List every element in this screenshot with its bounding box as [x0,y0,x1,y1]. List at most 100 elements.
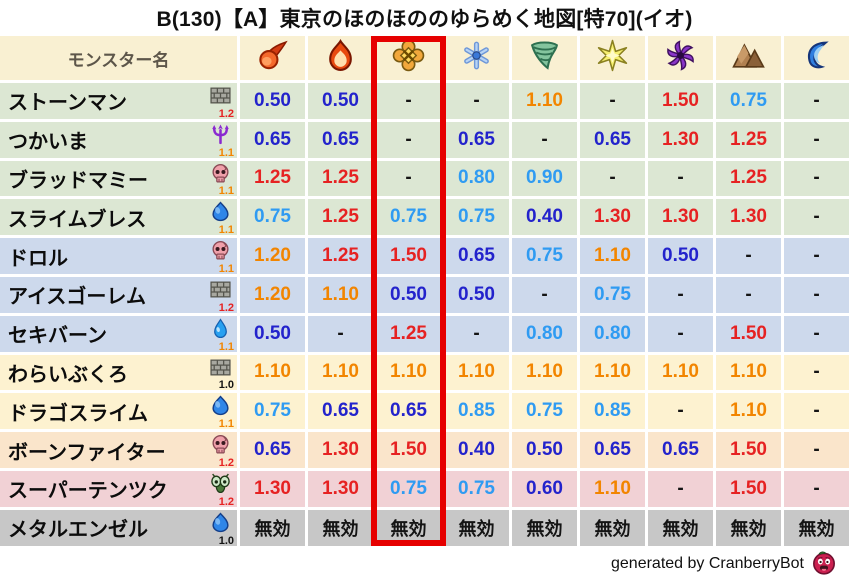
monster-level: 1.1 [218,418,234,430]
multiplier-cell: 1.10 [580,470,645,507]
bug-icon-wrap: 1.2 [207,471,234,507]
multiplier-cell: 1.30 [648,121,713,158]
multiplier-cell: 0.50 [240,83,305,119]
multiplier-cell: 0.80 [580,315,645,352]
multiplier-cell: 0.65 [240,432,305,468]
multiplier-cell: 1.25 [308,199,373,236]
multiplier-cell: 1.25 [240,160,305,197]
element-column-header [308,36,373,80]
immune-cell: 無効 [240,509,305,546]
monster-name-cell: セキバーン 1.1 [0,315,237,352]
multiplier-cell: 1.30 [308,470,373,507]
element-column-header [648,36,713,80]
monster-level: 1.0 [218,379,234,391]
multiplier-cell: - [784,315,849,352]
multiplier-cell: 1.25 [716,121,781,158]
multiplier-cell: - [308,315,373,352]
multiplier-cell: 1.30 [648,199,713,236]
multiplier-cell: 0.75 [376,470,441,507]
multiplier-cell: - [784,276,849,313]
multiplier-cell: 1.30 [308,432,373,468]
multiplier-cell: 1.25 [716,160,781,197]
multiplier-cell: - [376,160,441,197]
element-column-header [376,36,441,80]
multiplier-cell: - [784,199,849,236]
monster-name: わらいぶくろ [8,363,128,386]
multiplier-cell: - [444,315,509,352]
monster-name: ドロル [8,247,68,270]
credit-text: generated by CranberryBot [611,555,804,573]
multiplier-cell: 1.10 [716,393,781,430]
monster-name-cell: スライムブレス 1.1 [0,199,237,236]
immune-cell: 無効 [512,509,577,546]
slime-icon-wrap: 1.1 [207,393,234,429]
multiplier-cell: 0.75 [240,393,305,430]
multiplier-cell: 1.10 [512,83,577,119]
multiplier-cell: - [784,160,849,197]
multiplier-cell: 0.50 [376,276,441,313]
multiplier-cell: - [784,432,849,468]
monster-name: ドラゴスライム [8,402,148,425]
monster-name: スーパーテンツク [8,480,168,503]
monster-name: メタルエンゼル [8,519,148,542]
element-column-header [784,36,849,80]
element-column-header [580,36,645,80]
brick-icon-wrap: 1.2 [207,83,234,119]
multiplier-cell: 0.65 [308,121,373,158]
monster-name-cell: メタルエンゼル 1.0 [0,509,237,546]
earth-mountain-icon [732,39,765,77]
monster-name-cell: ドラゴスライム 1.1 [0,393,237,430]
multiplier-cell: - [580,83,645,119]
multiplier-cell: 1.50 [376,238,441,274]
skull-icon-wrap: 1.1 [207,238,234,274]
trident-icon-wrap: 1.1 [207,122,234,158]
snowflake-icon [460,39,493,77]
multiplier-cell: - [716,238,781,274]
multiplier-cell: 0.85 [444,393,509,430]
monster-name: ボーンファイター [8,441,166,464]
multiplier-cell: 0.65 [240,121,305,158]
slime-icon-wrap: 1.1 [207,199,234,235]
multiplier-cell: 1.50 [648,83,713,119]
multiplier-cell: - [512,121,577,158]
brick-icon-wrap: 1.2 [207,277,234,313]
resistance-table-wrap: モンスター名 ストーンマン 1.2 0.50 0.50- -1.10-1.50 0.75-… [0,36,849,546]
monster-level: 1.2 [218,107,234,119]
waterdrop-icon-wrap: 1.1 [207,316,234,352]
multiplier-cell: - [376,83,441,119]
immune-cell: 無効 [444,509,509,546]
multiplier-cell: 0.50 [444,276,509,313]
tornado-icon [528,39,561,77]
skull-icon-wrap: 1.1 [207,161,234,196]
multiplier-cell: - [784,238,849,274]
monster-name: セキバーン [8,325,107,348]
monster-name-cell: アイスゴーレム 1.2 [0,276,237,313]
monster-name: ストーンマン [8,92,127,115]
slime-icon-wrap: 1.0 [207,510,234,546]
water-wave-icon [800,39,833,77]
multiplier-cell: 0.75 [444,470,509,507]
monster-name-cell: ボーンファイター 1.2 [0,432,237,468]
immune-cell: 無効 [376,509,441,546]
multiplier-cell: 0.65 [308,393,373,430]
multiplier-cell: 1.50 [376,432,441,468]
immune-cell: 無効 [784,509,849,546]
multiplier-cell: 0.75 [444,199,509,236]
immune-cell: 無効 [648,509,713,546]
multiplier-cell: 0.85 [580,393,645,430]
monster-name: アイスゴーレム [8,286,146,309]
monster-name-header: モンスター名 [0,36,237,80]
monster-level: 1.1 [218,340,234,352]
multiplier-cell: - [784,121,849,158]
page-title: B(130)【A】東京のほのほののゆらめく地図[特70](イオ) [156,8,693,31]
multiplier-cell: - [580,160,645,197]
multiplier-cell: - [784,470,849,507]
multiplier-cell: 1.50 [716,315,781,352]
monster-level: 1.1 [218,224,234,236]
multiplier-cell: 0.90 [512,160,577,197]
monster-name: つかいま [8,131,88,154]
dark-pinwheel-icon [664,39,697,77]
multiplier-cell: - [376,121,441,158]
multiplier-cell: 1.50 [716,432,781,468]
multiplier-cell: 0.75 [512,238,577,274]
